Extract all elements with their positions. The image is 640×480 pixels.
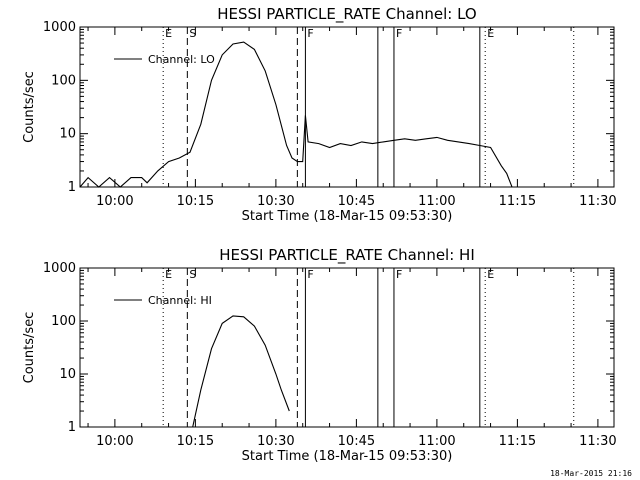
panel-1-y-tick-label: 100 [51,73,76,88]
panel-1-event-marker-label: F [307,27,313,40]
panel-2-event-marker-label: S [189,268,196,281]
panel-2-y-tick-label: 1 [68,420,76,435]
panel-2-x-tick-label: 10:45 [338,434,375,449]
panel-1-event-marker-label: F [396,27,402,40]
panel-1-x-tick-label: 10:15 [177,194,214,209]
panel-1-title: HESSI PARTICLE_RATE Channel: LO [217,5,476,24]
panel-1-y-tick-label: 1000 [43,20,76,35]
panel-1-y-tick-label: 1 [68,180,76,195]
panel-2-x-axis-label: Start Time (18-Mar-15 09:53:30) [242,449,453,464]
panel-1-legend-label: Channel: LO [148,53,215,66]
panel-1-x-tick-label: 11:30 [579,194,616,209]
panel-1-x-tick-label: 10:30 [257,194,294,209]
panel-2-plot-frame [79,267,615,428]
panel-1-event-marker-label: E [487,27,494,40]
panel-1-x-tick-label: 11:00 [418,194,455,209]
panel-2-legend-label: Channel: HI [148,294,212,307]
panel-1-event-marker-label: S [189,27,196,40]
panel-2-title: HESSI PARTICLE_RATE Channel: HI [219,246,475,265]
panel-2-x-tick-label: 11:15 [499,434,536,449]
panel-2-y-tick-label: 100 [51,314,76,329]
panel-1-plot-frame [79,26,615,188]
panel-2-y-tick-label: 10 [59,367,76,382]
panel-2-x-tick-label: 10:15 [177,434,214,449]
panel-2-event-marker-label: F [396,268,402,281]
panel-2-event-marker-label: E [487,268,494,281]
panel-2-y-tick-label: 1000 [43,261,76,276]
panel-2-x-tick-label: 10:30 [257,434,294,449]
panel-1-x-tick-label: 10:45 [338,194,375,209]
panel-2-event-marker-label: E [165,268,172,281]
panel-1-x-tick-label: 10:00 [96,194,133,209]
panel-2-event-marker-label: F [307,268,313,281]
panel-1-x-tick-label: 11:15 [499,194,536,209]
timestamp: 18-Mar-2015 21:16 [550,469,632,478]
panel-2-series-line [192,315,290,428]
panel-1-event-marker-label: E [165,27,172,40]
panel-1-y-tick-label: 10 [59,127,76,142]
panel-1-x-axis-label: Start Time (18-Mar-15 09:53:30) [242,209,453,224]
panel-1-y-axis-label: Counts/sec [22,71,37,143]
panel-2-x-tick-label: 11:00 [418,434,455,449]
panel-2-x-tick-label: 10:00 [96,434,133,449]
panel-2-x-tick-label: 11:30 [579,434,616,449]
panel-1-series-line [79,41,614,188]
panel-2-y-axis-label: Counts/sec [22,312,37,384]
